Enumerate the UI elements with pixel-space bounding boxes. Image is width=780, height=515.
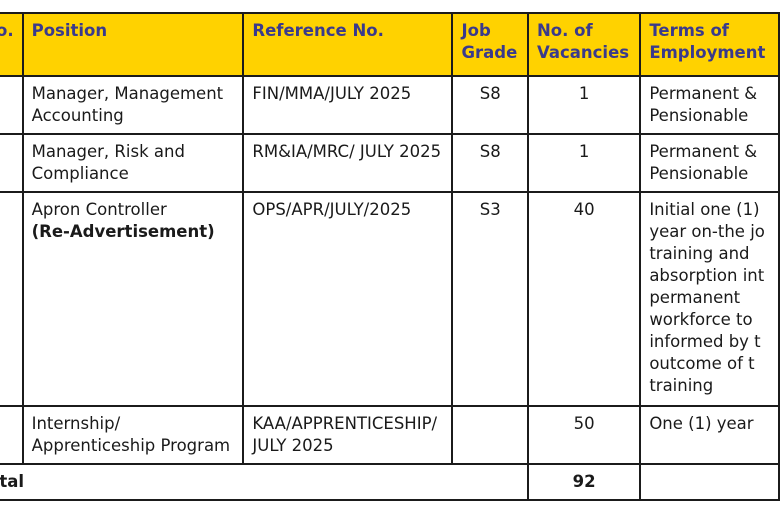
vacancies-cell: 1: [526, 75, 642, 135]
position-cell: Internship/ Apprenticeship Program: [21, 405, 245, 465]
vacancies-cell: 1: [526, 133, 642, 193]
reference-cell: RM&IA/MRC/ JULY 2025: [242, 133, 454, 193]
grade-cell: S8: [451, 75, 529, 135]
header-no: o.: [0, 12, 24, 77]
header-position: Position: [21, 12, 245, 77]
reference-cell: FIN/MMA/JULY 2025: [242, 75, 454, 135]
position-text: Apron Controller: [31, 200, 167, 219]
header-vacancies: No. of Vacancies: [526, 12, 642, 77]
vacancies-cell: 50: [526, 405, 642, 465]
header-reference: Reference No.: [242, 12, 454, 77]
position-text: Internship/ Apprenticeship Program: [31, 414, 231, 455]
row-number-cell: [0, 191, 24, 407]
terms-cell: Permanent & Pensionable: [639, 133, 780, 193]
vacancies-table-wrapper: o. Position Reference No. Job Grade No. …: [0, 12, 780, 501]
vacancies-cell: 40: [526, 191, 642, 407]
position-text: Manager, Risk and Compliance: [31, 142, 185, 183]
row-number-cell: [0, 133, 24, 193]
position-cell: Manager, Management Accounting: [21, 75, 245, 135]
table-row: Manager, Management Accounting FIN/MMA/J…: [0, 75, 780, 135]
total-empty-cell: [639, 463, 780, 501]
total-row: otal 92: [0, 463, 780, 501]
row-number-cell: [0, 75, 24, 135]
table-row: Manager, Risk and Compliance RM&IA/MRC/ …: [0, 133, 780, 193]
position-cell: Manager, Risk and Compliance: [21, 133, 245, 193]
position-text: Manager, Management Accounting: [31, 84, 224, 125]
grade-cell: [451, 405, 529, 465]
terms-cell: Permanent & Pensionable: [639, 75, 780, 135]
grade-cell: S3: [451, 191, 529, 407]
header-job-grade: Job Grade: [451, 12, 529, 77]
total-label-cell: otal: [0, 463, 529, 501]
vacancies-table: o. Position Reference No. Job Grade No. …: [0, 12, 780, 501]
reference-cell: KAA/APPRENTICESHIP/ JULY 2025: [242, 405, 454, 465]
table-row: Apron Controller (Re-Advertisement) OPS/…: [0, 191, 780, 407]
table-header-row: o. Position Reference No. Job Grade No. …: [0, 12, 780, 77]
terms-cell: One (1) year: [639, 405, 780, 465]
total-value-cell: 92: [526, 463, 642, 501]
grade-cell: S8: [451, 133, 529, 193]
header-terms: Terms of Employment: [639, 12, 780, 77]
reference-cell: OPS/APR/JULY/2025: [242, 191, 454, 407]
re-advertisement-note: (Re-Advertisement): [31, 222, 215, 241]
position-cell: Apron Controller (Re-Advertisement): [21, 191, 245, 407]
table-row: Internship/ Apprenticeship Program KAA/A…: [0, 405, 780, 465]
row-number-cell: [0, 405, 24, 465]
terms-cell: Initial one (1) year on-the jo training …: [639, 191, 780, 407]
